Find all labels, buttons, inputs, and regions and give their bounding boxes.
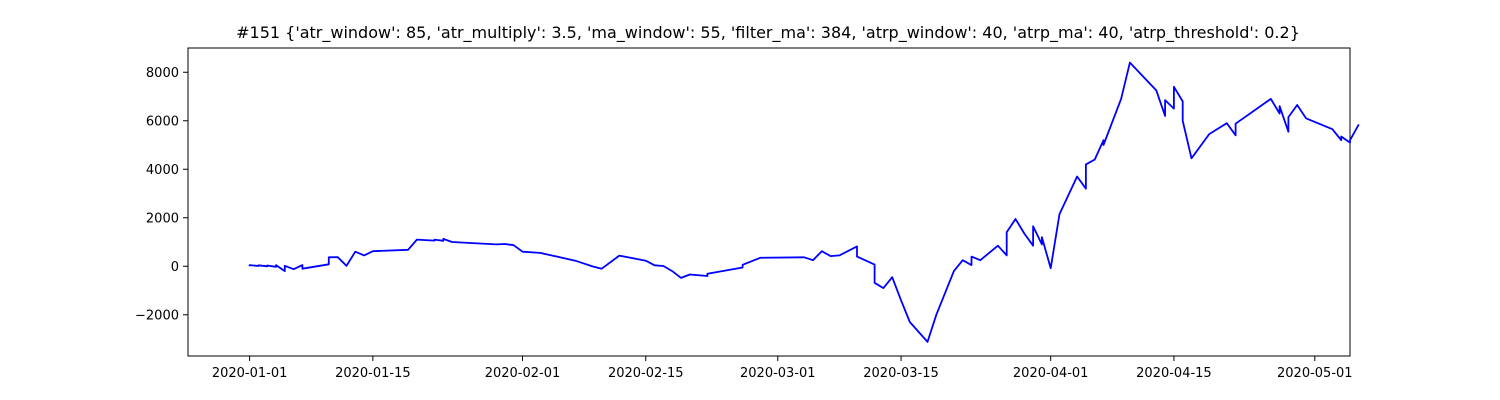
- x-tick-label: 2020-01-01: [212, 366, 288, 381]
- chart-title: #151 {'atr_window': 85, 'atr_multiply': …: [236, 23, 1300, 43]
- y-tick-label: 8000: [146, 66, 179, 81]
- x-tick-label: 2020-03-15: [863, 366, 939, 381]
- x-tick-label: 2020-04-01: [1013, 366, 1089, 381]
- x-tick-label: 2020-04-15: [1136, 366, 1212, 381]
- y-tick-label: 4000: [146, 163, 179, 178]
- y-axis: −2000 0 2000 4000 6000 8000: [135, 66, 188, 323]
- y-tick-label: −2000: [135, 308, 179, 323]
- x-tick-label: 2020-02-15: [608, 366, 684, 381]
- series-line-0: [248, 61, 1360, 343]
- x-tick-label: 2020-03-01: [740, 366, 816, 381]
- plot-area: 2020-01-01 2020-01-15 2020-02-01 2020-02-15…: [135, 47, 1360, 381]
- x-tick-label: 2020-05-01: [1277, 366, 1353, 381]
- axes-frame: [187, 47, 1351, 357]
- x-tick-label: 2020-02-01: [485, 366, 561, 381]
- series-layer: [248, 61, 1360, 343]
- y-tick-label: 0: [171, 260, 179, 275]
- y-tick-label: 2000: [146, 211, 179, 226]
- x-axis: 2020-01-01 2020-01-15 2020-02-01 2020-02-15…: [212, 356, 1353, 381]
- y-tick-label: 6000: [146, 114, 179, 129]
- x-tick-label: 2020-01-15: [335, 366, 411, 381]
